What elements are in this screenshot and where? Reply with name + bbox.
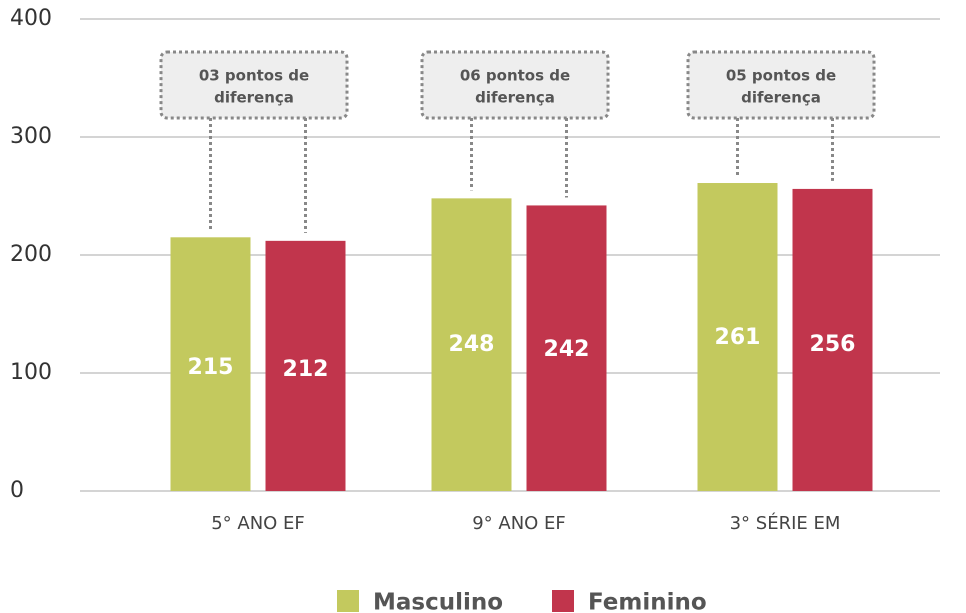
value-label: 212	[283, 357, 329, 382]
annotation: diferença	[475, 89, 555, 107]
bar	[697, 183, 778, 491]
y-tick-label: 100	[10, 360, 52, 385]
annotation: 05 pontos de	[726, 67, 836, 85]
legend-label: Masculino	[373, 590, 503, 613]
callout-box	[420, 50, 610, 120]
bar	[792, 188, 873, 492]
annotation: diferença	[214, 89, 294, 107]
bar	[526, 205, 607, 491]
bar	[265, 240, 346, 491]
value-label: 248	[449, 332, 495, 357]
legend-label: Feminino	[588, 590, 707, 613]
value-label: 261	[715, 325, 761, 350]
x-tick-label: 3° SÉRIE EM	[730, 512, 841, 534]
y-tick-label: 300	[10, 124, 52, 149]
value-label: 215	[188, 355, 234, 380]
x-tick-label: 9° ANO EF	[472, 513, 566, 534]
callout-box	[686, 50, 876, 120]
bar	[431, 198, 512, 492]
y-tick-label: 0	[10, 478, 24, 503]
value-label: 256	[810, 332, 856, 357]
legend-swatch	[337, 590, 359, 612]
bar	[170, 237, 251, 491]
x-tick-label: 5° ANO EF	[211, 513, 305, 534]
annotation: 06 pontos de	[460, 67, 570, 85]
annotation: 03 pontos de	[199, 67, 309, 85]
legend-swatch	[552, 590, 574, 612]
y-tick-label: 200	[10, 242, 52, 267]
y-tick-label: 400	[10, 6, 52, 31]
annotation: diferença	[741, 89, 821, 107]
value-label: 242	[544, 337, 590, 362]
callout-box	[159, 50, 349, 120]
